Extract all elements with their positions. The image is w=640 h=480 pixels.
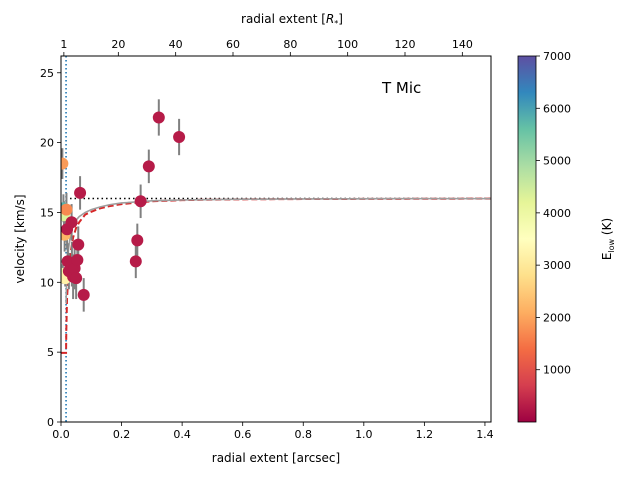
y-tick-label: 10: [40, 276, 54, 289]
data-point: [74, 186, 87, 199]
top-axis-label: radial extent [R*]: [241, 12, 343, 28]
x-tick-label: 1.4: [476, 428, 494, 441]
top-tick-label: 40: [169, 38, 183, 51]
data-point: [173, 131, 186, 144]
colorbar-tick-label: 5000: [543, 155, 571, 168]
data-point: [134, 195, 147, 208]
plot-area: [61, 56, 491, 422]
top-tick-label: 1: [60, 38, 67, 51]
x-axis-label: radial extent [arcsec]: [212, 451, 340, 465]
data-point: [61, 157, 69, 170]
colorbar-tick-label: 3000: [543, 259, 571, 272]
top-tick-label: 20: [111, 38, 125, 51]
data-point: [152, 111, 165, 124]
y-tick-label: 5: [47, 346, 54, 359]
model-curve: [65, 197, 491, 304]
chart-annotation: T Mic: [381, 79, 421, 97]
x-tick-label: 0.6: [234, 428, 252, 441]
y-axis-label: velocity [km/s]: [13, 194, 27, 283]
top-tick-label: 120: [395, 38, 416, 51]
colorbar-tick-label: 7000: [543, 50, 571, 63]
y-tick-label: 20: [40, 137, 54, 150]
y-tick-label: 0: [47, 416, 54, 429]
top-tick-label: 100: [337, 38, 358, 51]
colorbar-tick-label: 4000: [543, 207, 571, 220]
data-point: [70, 272, 83, 285]
colorbar-tick-label: 1000: [543, 364, 571, 377]
top-tick-label: 60: [226, 38, 240, 51]
x-tick-label: 0.4: [173, 428, 191, 441]
colorbar: [517, 55, 537, 423]
y-tick-label: 15: [40, 206, 54, 219]
top-tick-label: 80: [283, 38, 297, 51]
data-point: [129, 255, 142, 268]
colorbar-tick-label: 6000: [543, 102, 571, 115]
colorbar-axis: 1000 2000 3000 4000 5000 6000 7000: [536, 50, 571, 377]
top-tick-label: 140: [452, 38, 473, 51]
data-point: [61, 203, 73, 216]
plot-frame: [60, 55, 492, 423]
data-point: [142, 160, 155, 173]
x-tick-label: 0.0: [52, 428, 70, 441]
x-tick-label: 0.8: [295, 428, 313, 441]
data-point: [131, 234, 144, 247]
data-point: [71, 253, 84, 266]
data-point: [65, 216, 78, 229]
x-tick-label: 1.2: [416, 428, 434, 441]
colorbar-label: Elow (K): [600, 218, 616, 260]
data-point: [77, 288, 90, 301]
x-tick-label: 0.2: [113, 428, 131, 441]
y-tick-label: 25: [40, 67, 54, 80]
colorbar-tick-label: 2000: [543, 311, 571, 324]
x-tick-label: 1.0: [355, 428, 373, 441]
data-point: [72, 238, 85, 251]
